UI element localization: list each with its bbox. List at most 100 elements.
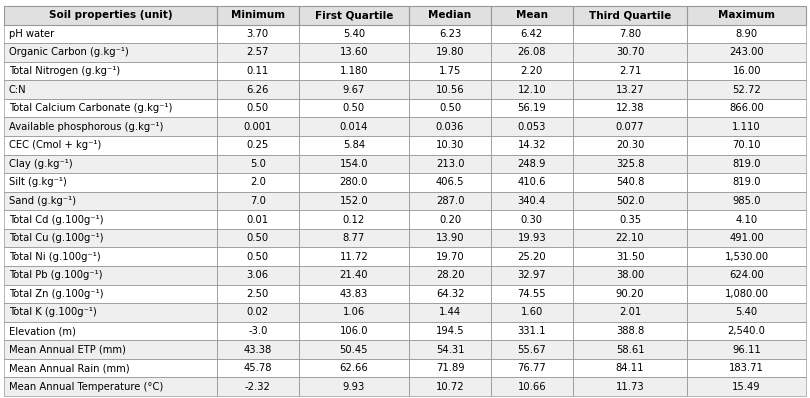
- Bar: [573, 43, 688, 62]
- Bar: [573, 154, 688, 173]
- Bar: [491, 285, 573, 303]
- Bar: [299, 266, 409, 285]
- Text: 11.72: 11.72: [339, 252, 369, 262]
- Bar: [573, 229, 688, 248]
- Text: 70.10: 70.10: [732, 140, 761, 150]
- Text: 502.0: 502.0: [616, 196, 644, 206]
- Bar: [299, 99, 409, 117]
- Bar: [409, 229, 491, 248]
- Bar: [217, 322, 299, 340]
- Text: 0.02: 0.02: [247, 307, 269, 318]
- Bar: [299, 6, 409, 25]
- Bar: [4, 377, 217, 396]
- Text: 96.11: 96.11: [732, 345, 761, 355]
- Bar: [4, 359, 217, 377]
- Bar: [688, 117, 806, 136]
- Bar: [491, 340, 573, 359]
- Bar: [573, 377, 688, 396]
- Bar: [4, 6, 217, 25]
- Bar: [409, 285, 491, 303]
- Bar: [217, 62, 299, 80]
- Bar: [409, 248, 491, 266]
- Bar: [217, 25, 299, 43]
- Bar: [409, 340, 491, 359]
- Bar: [4, 210, 217, 229]
- Bar: [688, 154, 806, 173]
- Text: 106.0: 106.0: [339, 326, 368, 336]
- Bar: [217, 359, 299, 377]
- Bar: [573, 136, 688, 154]
- Bar: [491, 340, 573, 359]
- Bar: [688, 43, 806, 62]
- Text: 19.70: 19.70: [436, 252, 464, 262]
- Bar: [217, 266, 299, 285]
- Bar: [688, 192, 806, 210]
- Text: 194.5: 194.5: [436, 326, 464, 336]
- Bar: [491, 266, 573, 285]
- Bar: [217, 62, 299, 80]
- Bar: [4, 80, 217, 99]
- Bar: [299, 43, 409, 62]
- Text: 20.30: 20.30: [616, 140, 644, 150]
- Text: Total Cu (g.100g⁻¹): Total Cu (g.100g⁻¹): [9, 233, 104, 243]
- Bar: [688, 340, 806, 359]
- Bar: [491, 322, 573, 340]
- Bar: [491, 303, 573, 322]
- Bar: [688, 248, 806, 266]
- Text: 16.00: 16.00: [732, 66, 761, 76]
- Bar: [4, 192, 217, 210]
- Bar: [688, 229, 806, 248]
- Bar: [491, 285, 573, 303]
- Text: 11.73: 11.73: [616, 382, 644, 392]
- Text: Soil properties (unit): Soil properties (unit): [49, 10, 173, 20]
- Bar: [688, 359, 806, 377]
- Text: 2.71: 2.71: [619, 66, 642, 76]
- Text: 0.30: 0.30: [521, 215, 543, 224]
- Bar: [4, 248, 217, 266]
- Bar: [299, 322, 409, 340]
- Text: 624.00: 624.00: [729, 270, 764, 280]
- Bar: [4, 192, 217, 210]
- Bar: [573, 266, 688, 285]
- Text: Elevation (m): Elevation (m): [9, 326, 76, 336]
- Bar: [4, 377, 217, 396]
- Bar: [573, 99, 688, 117]
- Bar: [688, 285, 806, 303]
- Bar: [217, 136, 299, 154]
- Text: Mean Annual ETP (mm): Mean Annual ETP (mm): [9, 345, 126, 355]
- Bar: [217, 340, 299, 359]
- Text: 325.8: 325.8: [616, 159, 644, 169]
- Bar: [573, 285, 688, 303]
- Bar: [217, 377, 299, 396]
- Bar: [491, 266, 573, 285]
- Text: 0.12: 0.12: [343, 215, 365, 224]
- Bar: [299, 136, 409, 154]
- Text: 71.89: 71.89: [436, 363, 464, 373]
- Bar: [688, 80, 806, 99]
- Text: 0.01: 0.01: [247, 215, 269, 224]
- Bar: [299, 322, 409, 340]
- Bar: [299, 117, 409, 136]
- Bar: [688, 210, 806, 229]
- Text: 819.0: 819.0: [732, 178, 761, 187]
- Bar: [491, 173, 573, 192]
- Bar: [573, 210, 688, 229]
- Text: -3.0: -3.0: [248, 326, 267, 336]
- Bar: [688, 173, 806, 192]
- Bar: [299, 303, 409, 322]
- Bar: [409, 80, 491, 99]
- Bar: [299, 210, 409, 229]
- Text: Total Nitrogen (g.kg⁻¹): Total Nitrogen (g.kg⁻¹): [9, 66, 120, 76]
- Text: 213.0: 213.0: [436, 159, 464, 169]
- Bar: [688, 136, 806, 154]
- Bar: [217, 340, 299, 359]
- Bar: [491, 229, 573, 248]
- Text: 0.50: 0.50: [439, 103, 461, 113]
- Bar: [573, 248, 688, 266]
- Bar: [409, 62, 491, 80]
- Text: 340.4: 340.4: [518, 196, 546, 206]
- Text: 388.8: 388.8: [616, 326, 644, 336]
- Text: First Quartile: First Quartile: [314, 10, 393, 20]
- Text: 985.0: 985.0: [732, 196, 761, 206]
- Text: 0.50: 0.50: [247, 233, 269, 243]
